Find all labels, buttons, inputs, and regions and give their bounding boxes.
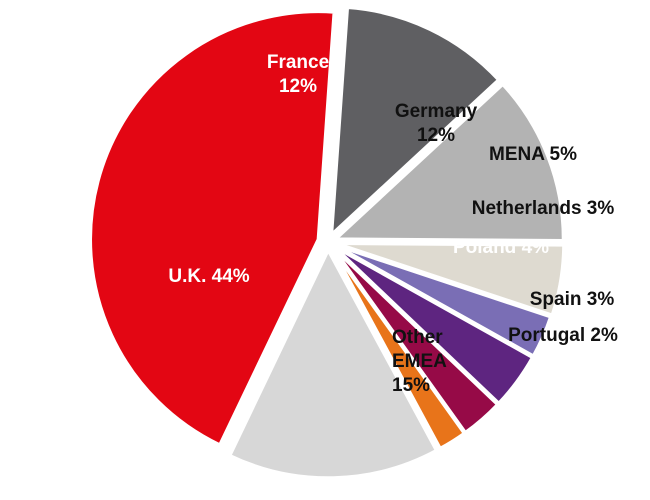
slice-label-germany: Germany 12% bbox=[395, 101, 478, 146]
slice-label-france: France 12% bbox=[267, 52, 329, 97]
pie-slice-germany bbox=[333, 82, 566, 243]
slice-label-u-k-: U.K. 44% bbox=[168, 266, 249, 287]
slice-label-spain: Spain 3% bbox=[530, 289, 615, 310]
slice-label-poland: Poland 4% bbox=[453, 237, 549, 258]
pie-slice-other-emea bbox=[227, 248, 439, 480]
pie-slice-u-k- bbox=[88, 9, 336, 447]
slice-label-portugal: Portugal 2% bbox=[508, 325, 618, 346]
pie-slice-france bbox=[329, 5, 501, 237]
slice-label-mena: MENA 5% bbox=[489, 144, 577, 165]
slice-label-netherlands: Netherlands 3% bbox=[472, 198, 615, 219]
pie-slice-mena bbox=[334, 241, 566, 317]
pie-slice-portugal bbox=[330, 246, 467, 451]
slice-label-other-emea: Other EMEA 15% bbox=[392, 327, 447, 396]
